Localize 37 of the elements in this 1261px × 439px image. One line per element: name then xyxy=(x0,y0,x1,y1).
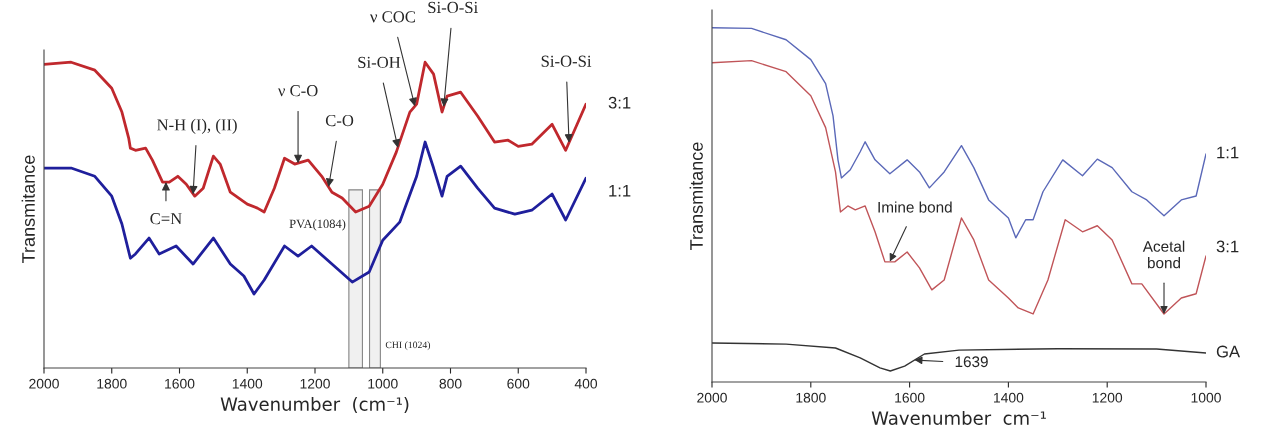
series-label: 3:1 xyxy=(608,96,631,109)
annotation: Imine bond xyxy=(878,201,952,213)
series-label: 3:1 xyxy=(1216,240,1239,253)
x-tick-label: 1600 xyxy=(895,392,925,403)
x-tick-label: 2000 xyxy=(29,378,59,389)
y-axis-title: Transmitance xyxy=(689,142,703,250)
x-tick-label: 600 xyxy=(507,378,530,389)
x-axis-title: Wavenumber (cm⁻¹) xyxy=(220,396,409,414)
x-tick-label: 1200 xyxy=(300,378,330,389)
x-tick-label: 1600 xyxy=(165,378,195,389)
band-label: CHI (1024) xyxy=(385,341,431,351)
annotation: C=N xyxy=(150,213,182,225)
annotation: Si-O-Si xyxy=(428,1,478,14)
y-axis-title: Transmitance xyxy=(21,155,35,263)
x-tick-label: 1400 xyxy=(994,392,1024,403)
annotation: C-O xyxy=(325,114,354,127)
series-label: 1:1 xyxy=(1217,146,1239,159)
x-tick-label: 1800 xyxy=(796,392,826,403)
annotation: Acetal bond xyxy=(1142,240,1185,269)
annotation: 1639 xyxy=(955,356,988,368)
x-tick-label: 1400 xyxy=(232,378,263,389)
x-tick-label: 800 xyxy=(439,378,462,389)
x-tick-label: 400 xyxy=(574,378,598,389)
series-label: GA xyxy=(1216,345,1241,358)
annotation: N-H (I), (II) xyxy=(157,118,237,134)
band-label: PVA(1084) xyxy=(289,219,346,231)
annotation: Si-OH xyxy=(358,56,401,69)
x-tick-label: 1800 xyxy=(97,378,127,389)
x-tick-label: 2000 xyxy=(697,392,727,403)
x-tick-label: 1000 xyxy=(1191,392,1221,403)
annotation: ν COC xyxy=(369,11,415,23)
series-label: 1:1 xyxy=(609,184,631,197)
x-tick-label: 1200 xyxy=(1092,392,1123,403)
annotation: ν C-O xyxy=(277,85,318,97)
x-axis-title: Wavenumber cm⁻¹ xyxy=(871,410,1046,425)
x-tick-label: 1000 xyxy=(368,378,398,389)
annotation: Si-O-Si xyxy=(541,55,592,67)
